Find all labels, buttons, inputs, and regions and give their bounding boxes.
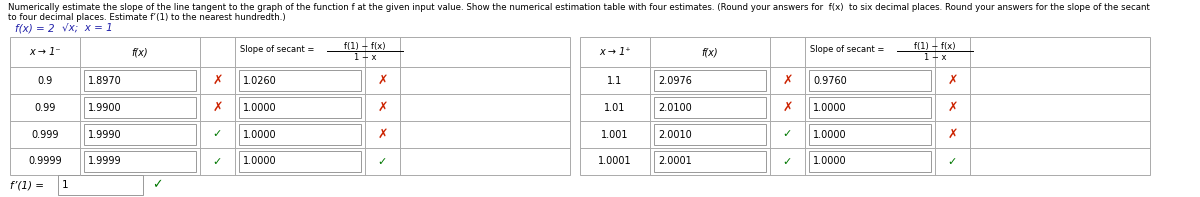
Text: 0.999: 0.999	[31, 129, 59, 139]
Text: ✗: ✗	[782, 74, 793, 87]
Text: ✓: ✓	[782, 129, 792, 139]
Text: 1.01: 1.01	[605, 102, 625, 112]
Bar	[239, 97, 361, 118]
Text: ✗: ✗	[377, 101, 388, 114]
Bar	[84, 124, 196, 145]
Bar	[10, 37, 570, 175]
Text: f(x) = 2: f(x) = 2	[14, 23, 55, 33]
Text: 1 − x: 1 − x	[924, 52, 947, 61]
Text: Slope of secant =: Slope of secant =	[240, 45, 317, 54]
Bar	[58, 175, 143, 195]
Bar	[84, 151, 196, 172]
Text: 2.0001: 2.0001	[658, 156, 691, 166]
Text: 1.8970: 1.8970	[88, 75, 121, 85]
Text: √x;  x = 1: √x; x = 1	[62, 23, 113, 33]
Bar	[654, 151, 766, 172]
Bar	[84, 97, 196, 118]
Text: ✗: ✗	[377, 128, 388, 141]
Bar	[809, 70, 931, 91]
Text: 2.0976: 2.0976	[658, 75, 692, 85]
Text: x → 1⁺: x → 1⁺	[599, 47, 631, 57]
Text: ✓: ✓	[212, 129, 222, 139]
Bar	[654, 124, 766, 145]
Text: Slope of secant =: Slope of secant =	[810, 45, 887, 54]
Text: f(1) − f(x): f(1) − f(x)	[914, 42, 955, 50]
Text: ✗: ✗	[947, 74, 958, 87]
Text: 1.0000: 1.0000	[242, 129, 277, 139]
Text: x → 1⁻: x → 1⁻	[29, 47, 61, 57]
Text: f(x): f(x)	[702, 47, 719, 57]
Text: 1.0000: 1.0000	[814, 156, 847, 166]
Text: 0.99: 0.99	[35, 102, 55, 112]
Text: 1.0001: 1.0001	[598, 156, 632, 166]
Text: 0.9760: 0.9760	[814, 75, 847, 85]
Text: f(x): f(x)	[132, 47, 149, 57]
Text: ✗: ✗	[377, 74, 388, 87]
Text: ✗: ✗	[947, 101, 958, 114]
Text: 1.0260: 1.0260	[242, 75, 277, 85]
Text: 1.0000: 1.0000	[242, 156, 277, 166]
Text: to four decimal places. Estimate f’(1) to the nearest hundredth.): to four decimal places. Estimate f’(1) t…	[8, 13, 286, 22]
Bar	[239, 151, 361, 172]
Text: 1.001: 1.001	[601, 129, 629, 139]
Bar	[809, 124, 931, 145]
Bar	[809, 97, 931, 118]
Text: 1.9999: 1.9999	[88, 156, 121, 166]
Text: ✗: ✗	[782, 101, 793, 114]
Text: 0.9999: 0.9999	[28, 156, 62, 166]
Bar	[84, 70, 196, 91]
Text: ✓: ✓	[782, 156, 792, 166]
Text: f(1) − f(x): f(1) − f(x)	[344, 42, 385, 50]
Text: 2.0010: 2.0010	[658, 129, 691, 139]
Text: ✓: ✓	[212, 156, 222, 166]
Bar	[654, 97, 766, 118]
Text: ✓: ✓	[151, 178, 162, 191]
Text: 1: 1	[62, 180, 68, 190]
Text: Numerically estimate the slope of the line tangent to the graph of the function : Numerically estimate the slope of the li…	[8, 3, 1150, 12]
Bar	[654, 70, 766, 91]
Text: f’(1) =: f’(1) =	[10, 180, 47, 190]
Text: 1 − x: 1 − x	[354, 52, 377, 61]
Text: 2.0100: 2.0100	[658, 102, 691, 112]
Text: ✗: ✗	[212, 101, 223, 114]
Text: ✓: ✓	[378, 156, 388, 166]
Text: ✗: ✗	[212, 74, 223, 87]
Text: 1.0000: 1.0000	[814, 102, 847, 112]
Text: 0.9: 0.9	[37, 75, 53, 85]
Text: 1.1: 1.1	[607, 75, 623, 85]
Bar	[809, 151, 931, 172]
Text: ✗: ✗	[947, 128, 958, 141]
Text: 1.9990: 1.9990	[88, 129, 121, 139]
Bar	[239, 70, 361, 91]
Text: ✓: ✓	[948, 156, 958, 166]
Bar	[239, 124, 361, 145]
Text: 1.0000: 1.0000	[242, 102, 277, 112]
Bar	[580, 37, 1150, 175]
Text: 1.9900: 1.9900	[88, 102, 121, 112]
Text: 1.0000: 1.0000	[814, 129, 847, 139]
